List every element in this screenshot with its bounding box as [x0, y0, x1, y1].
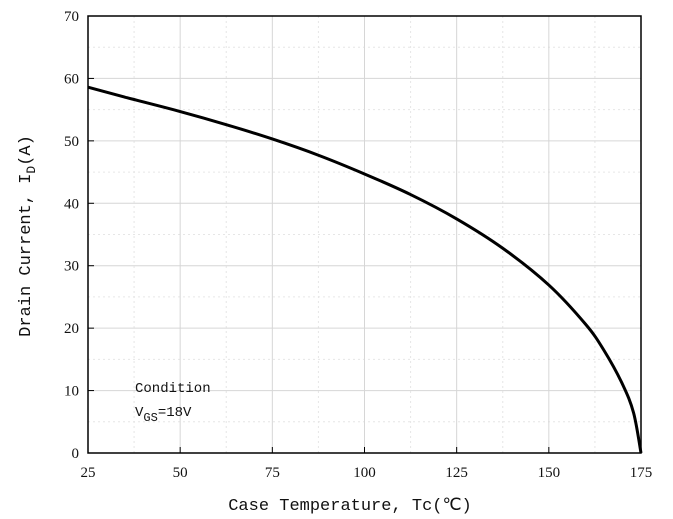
x-tick-label: 50	[173, 465, 188, 481]
x-tick-label: 125	[445, 465, 468, 481]
y-axis-title: Drain Current, ID(A)	[17, 135, 39, 337]
y-tick-label: 40	[64, 196, 79, 212]
x-tick-label: 175	[630, 465, 653, 481]
y-tick-label: 50	[64, 134, 79, 150]
x-tick-label: 150	[538, 465, 561, 481]
condition-annotation: Condition VGS=18V	[135, 381, 211, 425]
x-tick-label: 75	[265, 465, 280, 481]
y-tick-label: 30	[64, 259, 79, 275]
x-tick-label: 100	[353, 465, 376, 481]
tick-labels: 25 50 75 100 125 150 175 0 10 20 30 40 50 60 70	[64, 9, 652, 481]
y-tick-label: 0	[72, 446, 80, 462]
series-line	[87, 85, 643, 454]
y-tick-label: 70	[64, 9, 79, 25]
series-layer	[87, 85, 643, 454]
ticks	[87, 15, 642, 454]
y-tick-label: 20	[64, 321, 79, 337]
condition-value: VGS=18V	[135, 405, 192, 425]
x-axis-title: Case Temperature, Tc(℃)	[228, 497, 472, 516]
y-tick-label: 10	[64, 384, 79, 400]
condition-label: Condition	[135, 381, 211, 397]
x-tick-label: 25	[81, 465, 96, 481]
y-tick-label: 60	[64, 71, 79, 87]
